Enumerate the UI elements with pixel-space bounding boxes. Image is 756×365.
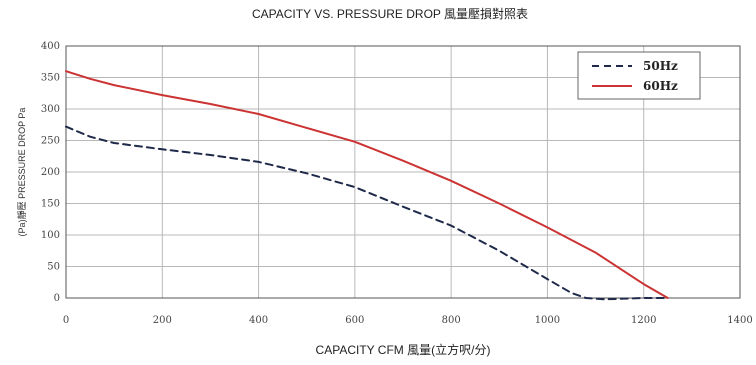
x-tick-label: 200 xyxy=(153,315,172,326)
y-tick-label: 350 xyxy=(41,73,60,84)
chart-title: CAPACITY VS. PRESSURE DROP 風量壓損對照表 xyxy=(252,6,528,21)
x-tick-labels: 0 200 400 600 800 1000 1200 1400 xyxy=(63,315,753,326)
x-tick-label: 1200 xyxy=(631,315,656,326)
legend-box xyxy=(577,51,701,100)
x-axis-label: CAPACITY CFM 風量(立方呎/分) xyxy=(316,342,491,357)
x-tick-label: 400 xyxy=(249,315,268,326)
legend-label-50hz: 50Hz xyxy=(643,59,678,73)
y-tick-label: 50 xyxy=(47,262,60,273)
series-line-50hz xyxy=(65,125,669,301)
y-tick-label: 400 xyxy=(41,41,60,52)
y-axis-label: (Pa)靜壓 PRESSURE DROP Pa xyxy=(16,108,27,237)
legend: 50Hz 60Hz xyxy=(577,51,701,100)
series-lines xyxy=(65,70,669,301)
x-tick-label: 0 xyxy=(63,315,69,326)
y-tick-label: 100 xyxy=(41,230,60,241)
x-tick-label: 800 xyxy=(442,315,461,326)
plot-frame xyxy=(65,45,741,299)
x-tick-label: 1000 xyxy=(535,315,560,326)
y-tick-label: 150 xyxy=(41,199,60,210)
y-tick-label: 0 xyxy=(54,293,60,304)
x-tick-label: 600 xyxy=(345,315,364,326)
series-line-60hz xyxy=(65,70,669,299)
y-tick-label: 300 xyxy=(41,104,60,115)
y-tick-labels: 0 50 100 150 200 250 300 350 400 xyxy=(41,41,60,304)
y-tick-label: 200 xyxy=(41,167,60,178)
x-tick-label: 1400 xyxy=(727,315,752,326)
y-tick-label: 250 xyxy=(41,136,60,147)
legend-label-60hz: 60Hz xyxy=(643,79,678,93)
